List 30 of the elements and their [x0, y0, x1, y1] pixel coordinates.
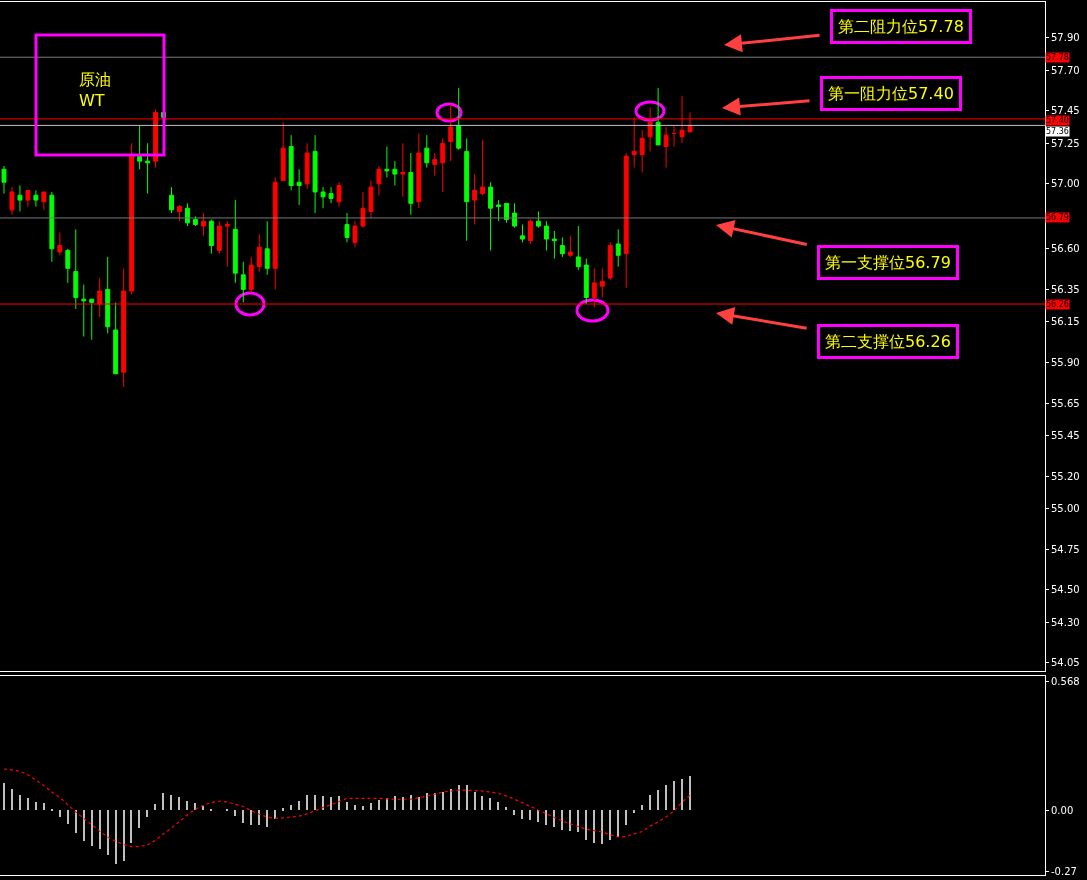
y-tick-label: 54.50 — [1051, 584, 1080, 596]
annotation: 第一阻力位57.40 — [828, 84, 954, 103]
y-tick-label: 54.30 — [1051, 616, 1080, 628]
y-tick-label: 55.20 — [1051, 470, 1080, 482]
ref-line-label: 57.78 — [1046, 53, 1069, 62]
y-tick-label: 54.75 — [1051, 543, 1080, 555]
y-tick-label: 57.00 — [1051, 178, 1080, 190]
y-tick-label: 55.90 — [1051, 356, 1080, 368]
y-tick-label: 56.60 — [1051, 243, 1080, 255]
y-tick-label: 57.45 — [1051, 105, 1080, 117]
annotation: 原油 WT — [79, 70, 111, 110]
y-tick-label: 55.00 — [1051, 503, 1080, 515]
y-tick-label: 54.05 — [1051, 657, 1080, 669]
y-tick-label: 0.568 — [1051, 675, 1080, 687]
ref-line-label: 57.36 — [1046, 127, 1069, 136]
y-tick-label: 55.45 — [1051, 430, 1080, 442]
y-tick-label: 56.15 — [1051, 316, 1080, 328]
y-tick-label: 57.90 — [1051, 32, 1080, 44]
y-tick-label: 57.25 — [1051, 137, 1080, 149]
y-tick-label: 0.00 — [1051, 804, 1074, 816]
annotation: 第二阻力位57.78 — [838, 17, 964, 36]
ref-line-label: 56.26 — [1046, 300, 1069, 309]
annotation: 第一支撑位56.79 — [825, 253, 951, 272]
annotation: 第二支撑位56.26 — [825, 332, 951, 351]
y-tick-label: 56.35 — [1051, 283, 1080, 295]
y-tick-label: -0.27 — [1051, 866, 1077, 878]
y-tick-label: 57.70 — [1051, 64, 1080, 76]
ref-line-label: 57.40 — [1046, 116, 1069, 125]
y-tick-label: 55.65 — [1051, 397, 1080, 409]
ref-line-label: 56.79 — [1046, 213, 1069, 222]
